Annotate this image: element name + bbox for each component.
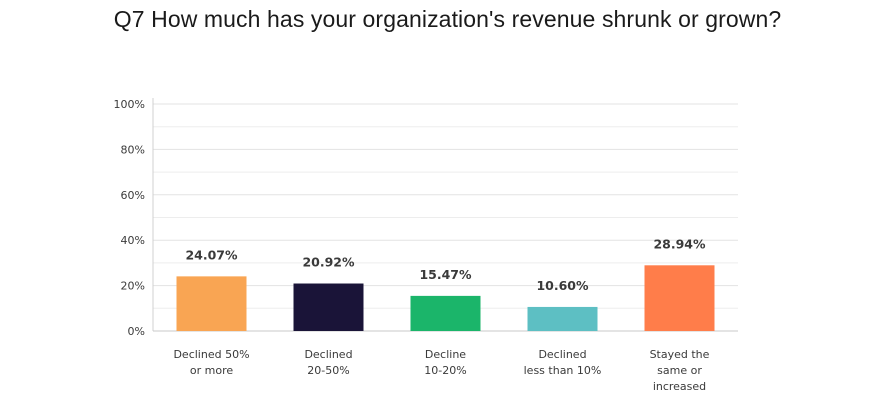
- chart-title: Q7 How much has your organization's reve…: [113, 6, 782, 32]
- category-label: Decline 10-20%: [424, 348, 466, 377]
- category-label-line: less than 10%: [524, 364, 602, 377]
- bars: [176, 265, 715, 331]
- category-label-line: or more: [190, 364, 233, 377]
- y-tick-label: 80%: [121, 143, 145, 156]
- category-label-line: 20-50%: [307, 364, 349, 377]
- bar: [410, 295, 481, 331]
- bar-value-label: 15.47%: [419, 267, 472, 282]
- category-label: Declined 50% or more: [173, 348, 249, 377]
- category-label-line: Declined: [304, 348, 352, 361]
- data-labels: 24.07% 20.92% 15.47% 10.60% 28.94%: [185, 236, 706, 293]
- bar-value-label: 28.94%: [653, 236, 706, 251]
- y-tick-label: 100%: [114, 98, 145, 111]
- category-label-line: Declined 50%: [173, 348, 249, 361]
- bar-value-label: 20.92%: [302, 255, 355, 270]
- bar: [644, 265, 715, 331]
- bar: [527, 306, 598, 331]
- y-tick-labels: 0% 20% 40% 60% 80% 100%: [114, 98, 145, 338]
- bar-value-label: 10.60%: [536, 278, 589, 293]
- y-tick-label: 0%: [128, 325, 145, 338]
- gridlines: [153, 103, 738, 309]
- category-label-line: 10-20%: [424, 364, 466, 377]
- category-label: Declined less than 10%: [524, 348, 602, 377]
- bar: [293, 283, 364, 331]
- bar: [176, 276, 247, 331]
- category-label-line: Stayed the: [650, 348, 710, 361]
- category-label-line: increased: [653, 380, 706, 393]
- category-label: Stayed the same or increased: [650, 348, 710, 393]
- y-tick-label: 60%: [121, 189, 145, 202]
- category-label-line: same or: [657, 364, 702, 377]
- y-tick-label: 20%: [121, 280, 145, 293]
- category-label-line: Decline: [425, 348, 466, 361]
- y-tick-label: 40%: [121, 234, 145, 247]
- bar-value-label: 24.07%: [185, 247, 238, 262]
- category-label-line: Declined: [538, 348, 586, 361]
- category-label: Declined 20-50%: [304, 348, 352, 377]
